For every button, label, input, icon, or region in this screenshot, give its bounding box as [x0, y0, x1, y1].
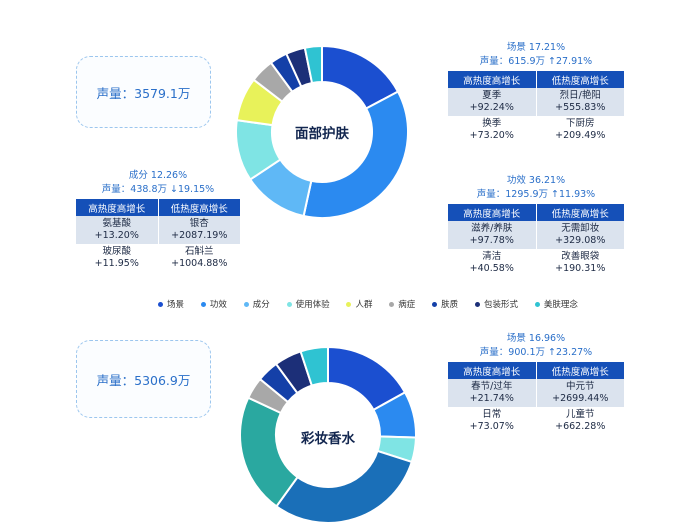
legend-swatch	[200, 301, 206, 307]
legend-swatch	[475, 301, 481, 307]
table-cell: 银杏 +2087.19%	[158, 216, 240, 244]
donut-slice-功效	[302, 90, 409, 219]
legend-label: 场景	[167, 300, 185, 310]
table-cell: 清洁 +40.58%	[448, 249, 537, 277]
table-cell: 石斛兰 +1004.88%	[158, 244, 240, 272]
table-cell: 夏季 +92.24%	[448, 88, 537, 116]
legend-swatch	[432, 301, 438, 307]
donut-svg-skincare	[235, 44, 409, 219]
table-header: 高热度高增长	[448, 362, 537, 379]
donut-chart-makeup: 彩妆香水	[239, 345, 417, 523]
legend-label: 功效	[209, 300, 227, 310]
table-cell: 氨基酸 +13.20%	[76, 216, 159, 244]
callout-volume: 声量：615.9万 ↑27.91%	[479, 56, 593, 67]
growth-table-scene: 高热度高增长 低热度高增长 夏季 +92.24% 烈日/艳阳 +555.83% 换季…	[448, 71, 624, 144]
legend-label: 病症	[398, 300, 416, 310]
legend-item: 包装形式	[475, 298, 518, 310]
table-cell: 换季 +73.20%	[448, 116, 537, 144]
callout-ingredient: 成分 12.26% 声量：438.8万 ↓19.15% 高热度高增长 低热度高增…	[76, 169, 240, 272]
table-cell: 无需卸妆 +329.08%	[536, 221, 624, 249]
legend-item: 美肤理念	[534, 298, 578, 310]
legend-item: 病症	[389, 298, 415, 310]
legend-item: 使用体验	[286, 298, 330, 310]
legend-item: 成分	[243, 298, 270, 310]
chart-center-title: 彩妆香水	[301, 431, 355, 447]
donut-slice-美肤理念	[303, 44, 323, 85]
table-cell: 改善眼袋 +190.31%	[536, 249, 624, 277]
callout-efficacy: 功效 36.21% 声量：1295.9万 ↑11.93% 高热度高增长 低热度高…	[448, 174, 624, 277]
legend-label: 美肤理念	[543, 300, 578, 310]
table-header: 低热度高增长	[536, 362, 624, 379]
legend-swatch	[534, 301, 540, 307]
table-header: 低热度高增长	[158, 199, 240, 216]
volume-box-skincare: 声量：3579.1万	[76, 56, 211, 128]
table-cell: 玻尿酸 +11.95%	[76, 244, 159, 272]
growth-table-ingredient: 高热度高增长 低热度高增长 氨基酸 +13.20% 银杏 +2087.19% 玻尿酸…	[76, 199, 240, 272]
callout-volume: 声量：438.8万 ↓19.15%	[101, 184, 215, 195]
callout-title: 功效 36.21%	[506, 175, 566, 186]
legend-swatch	[389, 301, 395, 307]
callout-volume: 声量：900.1万 ↑23.27%	[479, 347, 593, 358]
legend-item: 肤质	[432, 298, 458, 310]
callout-title: 场景 16.96%	[506, 333, 566, 344]
table-cell: 滋养/养肤 +97.78%	[448, 221, 537, 249]
donut-slice-使用体验	[275, 449, 414, 523]
legend-label: 包装形式	[484, 300, 519, 310]
callout-title: 场景 17.21%	[506, 42, 566, 53]
chart-legend: 场景 功效 成分 使用体验 人群 病症 肤质 包装形式 美肤理念	[158, 298, 578, 310]
donut-slice-人群	[239, 396, 299, 508]
legend-label: 使用体验	[295, 300, 330, 310]
growth-table-efficacy: 高热度高增长 低热度高增长 滋养/养肤 +97.78% 无需卸妆 +329.08% …	[448, 204, 624, 277]
legend-swatch	[243, 301, 249, 307]
callout-scene: 场景 17.21% 声量：615.9万 ↑27.91% 高热度高增长 低热度高增…	[448, 41, 624, 144]
legend-swatch	[158, 301, 163, 307]
donut-chart-skincare: 面部护肤	[235, 44, 409, 219]
volume-label: 声量：3579.1万	[96, 85, 191, 101]
table-header: 高热度高增长	[448, 204, 537, 221]
table-cell: 中元节 +2699.44%	[536, 379, 624, 407]
legend-item: 功效	[200, 298, 227, 310]
table-cell: 日常 +73.07%	[448, 407, 537, 435]
legend-label: 成分	[252, 300, 270, 310]
table-cell: 下厨房 +209.49%	[536, 116, 624, 144]
callout-volume: 声量：1295.9万 ↑11.93%	[476, 189, 596, 200]
callout-title: 成分 12.26%	[128, 170, 188, 181]
table-cell: 春节/过年 +21.74%	[448, 379, 537, 407]
legend-label: 人群	[355, 300, 373, 310]
table-header: 高热度高增长	[448, 71, 537, 88]
table-cell: 烈日/艳阳 +555.83%	[536, 88, 624, 116]
callout-scene-makeup: 场景 16.96% 声量：900.1万 ↑23.27% 高热度高增长 低热度高增…	[448, 332, 624, 435]
legend-swatch	[286, 301, 292, 307]
table-header: 高热度高增长	[76, 199, 159, 216]
legend-item: 人群	[346, 298, 372, 310]
legend-label: 肤质	[441, 300, 459, 310]
legend-item: 场景	[158, 298, 184, 310]
legend-swatch	[346, 301, 352, 307]
table-header: 低热度高增长	[536, 204, 624, 221]
growth-table-scene: 高热度高增长 低热度高增长 春节/过年 +21.74% 中元节 +2699.44% …	[448, 362, 624, 435]
donut-slice-美肤理念	[299, 345, 329, 387]
chart-center-title: 面部护肤	[295, 126, 349, 142]
table-header: 低热度高增长	[536, 71, 624, 88]
table-cell: 儿童节 +662.28%	[536, 407, 624, 435]
volume-label: 声量：5306.9万	[96, 372, 191, 388]
volume-box-makeup: 声量：5306.9万	[76, 340, 211, 418]
